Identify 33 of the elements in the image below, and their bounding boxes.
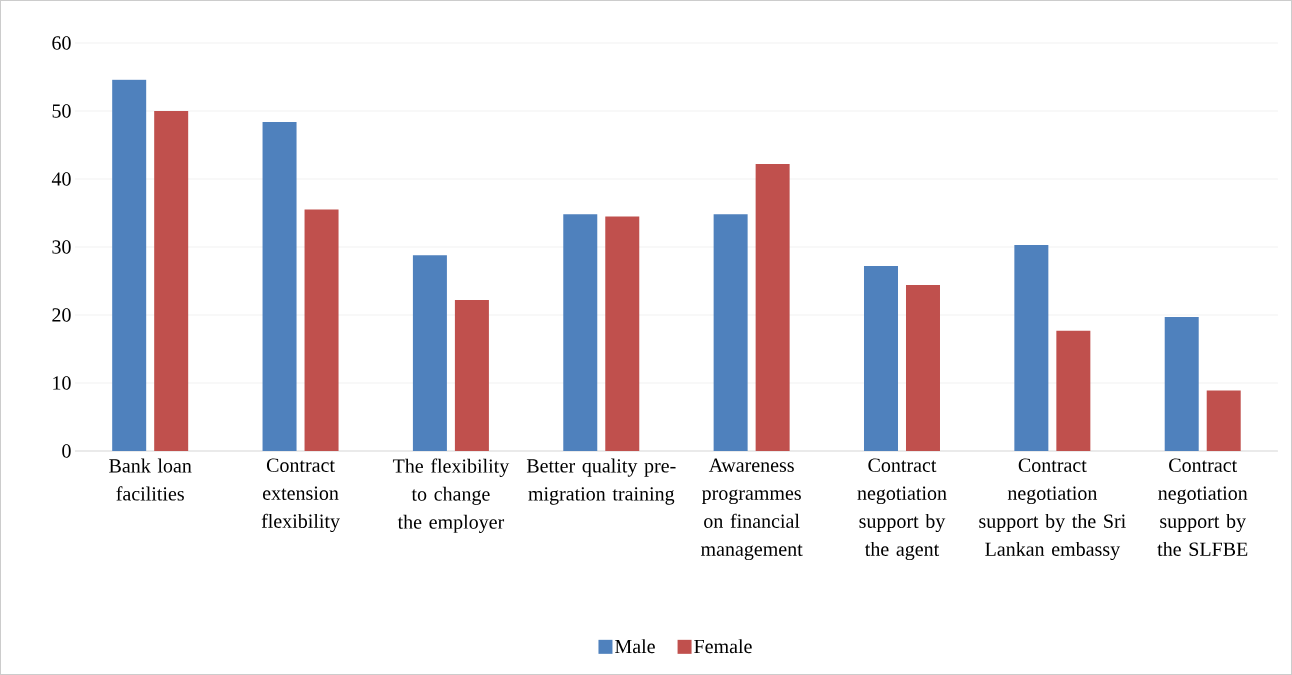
bar <box>154 111 189 451</box>
y-tick-label: 30 <box>52 240 71 254</box>
bar <box>863 266 898 451</box>
bar <box>1206 390 1241 451</box>
x-tick-label: Contract negotiation support by the agent <box>857 458 947 561</box>
bar <box>605 216 640 451</box>
y-tick-label: 0 <box>62 444 71 458</box>
bar <box>563 214 598 451</box>
bar <box>262 121 297 451</box>
x-tick-label: Better quality pre-migration training <box>526 458 676 505</box>
y-tick-label: 60 <box>52 36 71 50</box>
bar <box>1056 330 1091 451</box>
x-tick-label: Awareness programmes on financial management <box>700 458 803 561</box>
bar <box>906 285 940 451</box>
x-tick-label: Contract extension flexibility <box>261 458 340 533</box>
x-tick-label: Contract negotiation support by the SLFBE <box>1157 458 1248 556</box>
y-tick-label: 50 <box>52 104 71 118</box>
bar <box>755 164 790 451</box>
bar <box>1164 317 1199 451</box>
bar <box>454 300 489 451</box>
x-tick-label: Contract negotiation support by the Sri Lankan embassy <box>979 458 1126 561</box>
bar <box>112 79 147 451</box>
legend-label: Female <box>694 639 752 654</box>
x-tick-label: Bank loan facilities <box>109 458 192 501</box>
bar <box>304 209 339 451</box>
x-tick-label: The flexibility to change the employer <box>392 458 510 533</box>
y-tick-label: 10 <box>53 376 71 390</box>
bar <box>713 214 748 451</box>
bar <box>412 255 447 451</box>
y-tick-label: 40 <box>51 172 71 186</box>
bar <box>1014 244 1049 451</box>
y-tick-label: 20 <box>52 308 71 322</box>
legend-label: Male <box>615 639 655 654</box>
